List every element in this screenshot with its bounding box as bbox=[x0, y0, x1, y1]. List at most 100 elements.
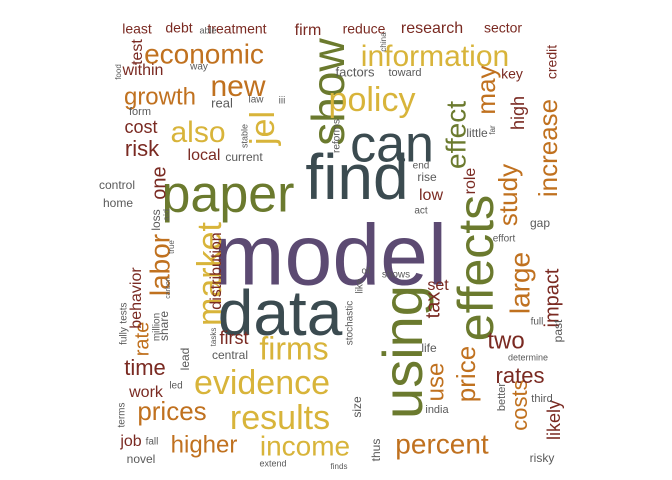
word-able: able bbox=[199, 25, 216, 35]
word-key: key bbox=[501, 66, 523, 82]
word-paper: paper bbox=[162, 166, 295, 224]
word-research: research bbox=[401, 20, 463, 37]
word-tasks: tasks bbox=[209, 328, 218, 347]
word-extend: extend bbox=[259, 458, 286, 468]
word-law: law bbox=[248, 95, 264, 106]
word-real: real bbox=[211, 95, 233, 110]
word-evidence: evidence bbox=[194, 364, 330, 402]
word-first: first bbox=[220, 328, 249, 348]
word-loss: loss bbox=[149, 209, 163, 230]
word-tests: tests bbox=[119, 302, 130, 323]
word-data: data bbox=[218, 277, 343, 349]
word-fully: fully bbox=[119, 327, 130, 345]
word-increase: increase bbox=[533, 99, 563, 197]
word-effort: effort bbox=[493, 234, 516, 245]
word-tax: tax bbox=[422, 292, 444, 319]
word-high: high bbox=[508, 96, 528, 130]
word-home: home bbox=[103, 196, 133, 210]
word-set: set bbox=[427, 277, 449, 294]
word-show: show bbox=[302, 38, 354, 146]
word-debt: debt bbox=[165, 20, 192, 36]
word-far: far bbox=[488, 125, 497, 135]
word-india: india bbox=[425, 404, 449, 416]
word-price: price bbox=[451, 346, 481, 402]
word-firm: firm bbox=[295, 22, 322, 39]
word-using: using bbox=[371, 285, 434, 419]
word-also: also bbox=[170, 116, 225, 149]
word-likely: likely bbox=[544, 400, 564, 440]
word-iii: iii bbox=[279, 96, 286, 107]
word-higher: higher bbox=[171, 431, 238, 458]
word-gap: gap bbox=[530, 216, 550, 230]
word-work: work bbox=[128, 384, 164, 401]
word-full: full bbox=[531, 317, 544, 328]
word-led: led bbox=[169, 381, 182, 392]
word-end: end bbox=[413, 161, 430, 172]
word-lead: lead bbox=[178, 348, 192, 371]
word-way: way bbox=[189, 62, 208, 73]
word-economic: economic bbox=[144, 38, 264, 69]
word-oil: oil bbox=[361, 265, 370, 275]
word-impact: impact bbox=[541, 268, 563, 327]
word-control: control bbox=[99, 178, 135, 192]
word-rate: rate bbox=[131, 322, 153, 356]
word-firms: firms bbox=[259, 330, 328, 366]
word-food: food bbox=[114, 64, 123, 80]
word-reduce: reduce bbox=[343, 21, 386, 37]
word-size: size bbox=[350, 396, 364, 418]
word-reforms: reforms bbox=[332, 119, 343, 153]
word-test: test bbox=[129, 39, 146, 65]
word-use: use bbox=[422, 363, 449, 402]
word-million: million bbox=[152, 313, 163, 341]
word-stable: stable bbox=[239, 124, 249, 148]
word-life: life bbox=[421, 341, 437, 355]
word-stochastic: stochastic bbox=[345, 301, 356, 345]
word-current: current bbox=[225, 150, 263, 164]
word-information: information bbox=[361, 40, 509, 73]
word-aid: aid bbox=[161, 209, 171, 221]
word-risky: risky bbox=[530, 451, 555, 465]
word-time: time bbox=[124, 355, 166, 380]
word-within: within bbox=[122, 62, 164, 79]
word-may: may bbox=[471, 65, 501, 114]
word-prices: prices bbox=[137, 396, 206, 426]
word-new: new bbox=[210, 70, 265, 103]
word-risk: risk bbox=[125, 136, 160, 161]
word-like: like bbox=[355, 278, 366, 293]
word-one: one bbox=[148, 166, 170, 199]
word-thus: thus bbox=[369, 439, 383, 462]
word-study: study bbox=[493, 164, 523, 226]
word-better: better bbox=[496, 383, 508, 411]
word-growth: growth bbox=[124, 83, 196, 110]
word-third: third bbox=[531, 393, 552, 405]
word-sector: sector bbox=[484, 20, 522, 36]
word-effect: effect bbox=[440, 101, 471, 169]
word-model: model bbox=[213, 208, 447, 304]
word-percent: percent bbox=[395, 428, 489, 459]
word-fall: fall bbox=[146, 437, 159, 448]
word-find: find bbox=[305, 141, 408, 213]
word-distribution: distribution bbox=[208, 232, 225, 309]
word-costs: costs bbox=[507, 379, 532, 430]
word-toward: toward bbox=[388, 67, 421, 79]
word-terms: terms bbox=[117, 403, 128, 428]
word-share: share bbox=[157, 311, 171, 341]
word-jel: jel bbox=[244, 111, 282, 146]
word-novel: novel bbox=[127, 452, 156, 466]
word-two: two bbox=[487, 327, 524, 354]
word-finds: finds bbox=[331, 462, 348, 471]
word-job: job bbox=[119, 433, 141, 450]
word-carbon: carbon bbox=[165, 277, 172, 299]
word-market: market bbox=[191, 221, 229, 325]
word-rise: rise bbox=[417, 170, 437, 184]
word-treatment: treatment bbox=[207, 21, 266, 37]
word-low: low bbox=[419, 187, 443, 204]
word-can: can bbox=[350, 116, 434, 174]
word-results: results bbox=[230, 399, 330, 437]
word-true: true bbox=[167, 240, 176, 254]
word-policy: policy bbox=[329, 81, 416, 119]
word-form: form bbox=[129, 106, 151, 118]
word-past: past bbox=[551, 319, 565, 342]
word-shows: shows bbox=[382, 270, 410, 281]
